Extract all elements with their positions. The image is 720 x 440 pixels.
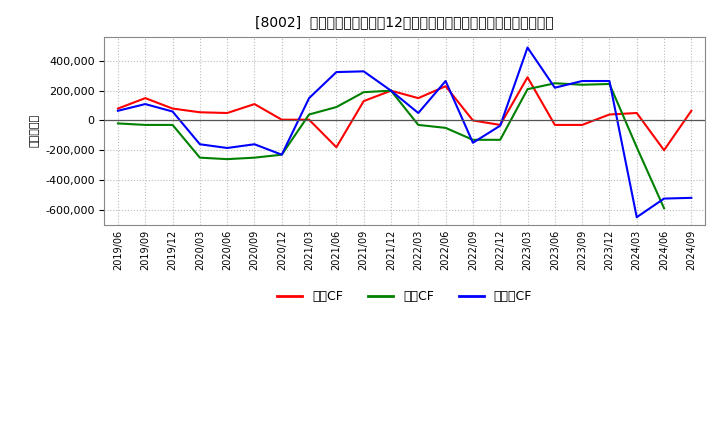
フリーCF (523, 45, 532, 50)
投資CF (305, 112, 313, 117)
投資CF (223, 157, 232, 162)
フリーCF (387, 88, 395, 93)
Title: [8002]  キャッシュフローの12か月移動合計の対前年同期増減額の推移: [8002] キャッシュフローの12か月移動合計の対前年同期増減額の推移 (256, 15, 554, 29)
フリーCF (168, 109, 177, 114)
営業CF (496, 122, 505, 128)
営業CF (441, 84, 450, 89)
営業CF (632, 110, 641, 116)
フリーCF (414, 110, 423, 116)
フリーCF (605, 78, 613, 84)
フリーCF (496, 123, 505, 128)
フリーCF (359, 69, 368, 74)
営業CF (578, 122, 587, 128)
Legend: 営業CF, 投資CF, フリーCF: 営業CF, 投資CF, フリーCF (272, 286, 537, 308)
投資CF (551, 81, 559, 86)
投資CF (578, 82, 587, 88)
営業CF (687, 108, 696, 114)
フリーCF (277, 152, 286, 158)
Y-axis label: （百万円）: （百万円） (30, 114, 40, 147)
投資CF (632, 145, 641, 150)
営業CF (359, 99, 368, 104)
営業CF (277, 117, 286, 122)
フリーCF (660, 196, 668, 201)
投資CF (441, 125, 450, 131)
投資CF (168, 122, 177, 128)
投資CF (469, 137, 477, 143)
投資CF (496, 137, 505, 143)
営業CF (332, 145, 341, 150)
フリーCF (687, 195, 696, 201)
営業CF (387, 88, 395, 93)
投資CF (523, 87, 532, 92)
フリーCF (196, 142, 204, 147)
フリーCF (223, 145, 232, 150)
営業CF (250, 102, 258, 107)
営業CF (305, 117, 313, 122)
投資CF (605, 81, 613, 87)
投資CF (414, 122, 423, 128)
営業CF (223, 110, 232, 116)
投資CF (660, 205, 668, 211)
フリーCF (114, 108, 122, 114)
フリーCF (441, 78, 450, 84)
投資CF (332, 104, 341, 110)
投資CF (196, 155, 204, 160)
営業CF (523, 75, 532, 80)
Line: 投資CF: 投資CF (118, 83, 664, 208)
フリーCF (469, 140, 477, 145)
フリーCF (250, 142, 258, 147)
投資CF (250, 155, 258, 160)
投資CF (114, 121, 122, 126)
フリーCF (551, 85, 559, 90)
営業CF (114, 106, 122, 111)
Line: 営業CF: 営業CF (118, 77, 691, 150)
営業CF (660, 147, 668, 153)
営業CF (168, 106, 177, 111)
フリーCF (141, 102, 150, 107)
営業CF (605, 112, 613, 117)
投資CF (277, 152, 286, 158)
投資CF (141, 122, 150, 128)
フリーCF (305, 95, 313, 101)
営業CF (469, 118, 477, 123)
フリーCF (332, 70, 341, 75)
投資CF (359, 89, 368, 95)
フリーCF (578, 78, 587, 84)
営業CF (196, 110, 204, 115)
投資CF (387, 88, 395, 93)
営業CF (141, 95, 150, 101)
Line: フリーCF: フリーCF (118, 48, 691, 217)
営業CF (551, 122, 559, 128)
営業CF (414, 95, 423, 101)
フリーCF (632, 215, 641, 220)
